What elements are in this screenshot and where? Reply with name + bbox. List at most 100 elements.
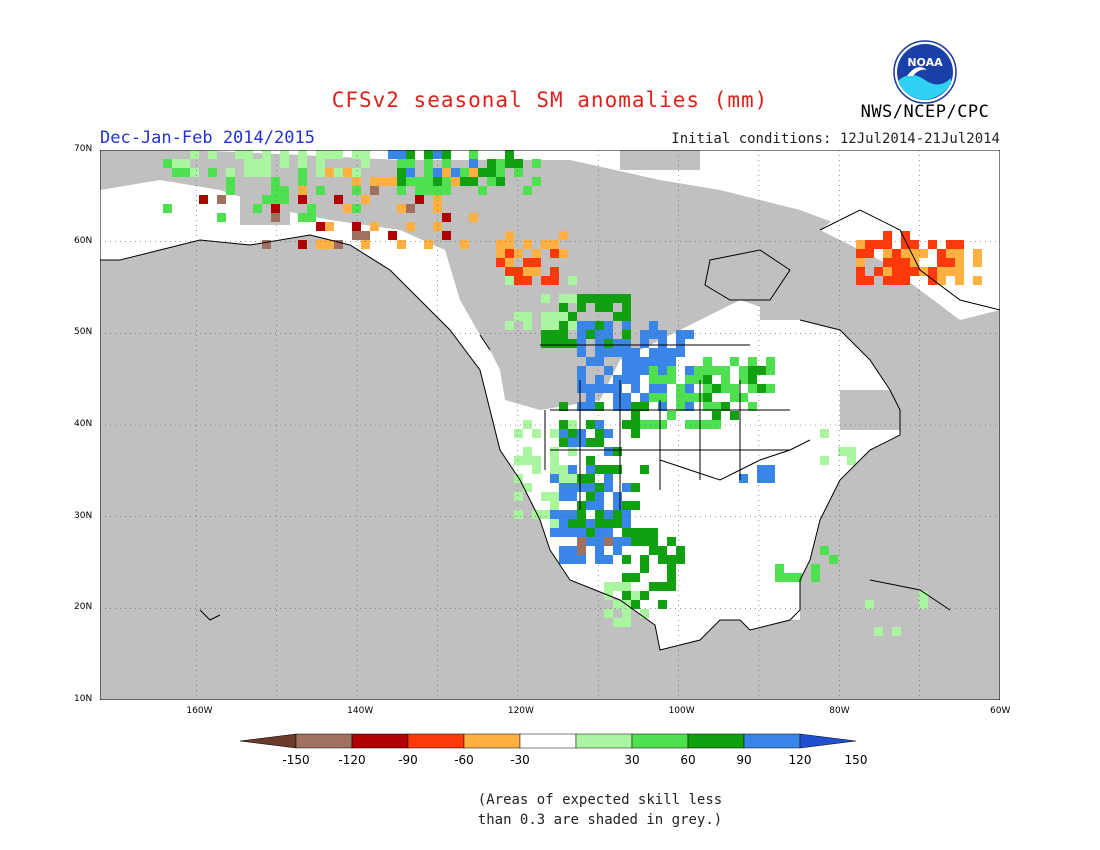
anomaly-cell: [730, 357, 739, 366]
anomaly-cell: [397, 168, 406, 177]
anomaly-cell: [595, 294, 604, 303]
anomaly-cell: [568, 321, 577, 330]
anomaly-cell: [568, 546, 577, 555]
anomaly-cell: [631, 591, 640, 600]
anomaly-cell: [640, 537, 649, 546]
anomaly-cell: [622, 348, 631, 357]
anomaly-cell: [658, 546, 667, 555]
anomaly-cell: [595, 501, 604, 510]
anomaly-cell: [586, 402, 595, 411]
anomaly-cell: [793, 573, 802, 582]
anomaly-cell: [262, 240, 271, 249]
anomaly-cell: [811, 573, 820, 582]
anomaly-cell: [442, 150, 451, 159]
anomaly-cell: [892, 249, 901, 258]
anomaly-cell: [622, 321, 631, 330]
anomaly-cell: [667, 366, 676, 375]
anomaly-cell: [559, 492, 568, 501]
anomaly-cell: [244, 150, 253, 159]
anomaly-cell: [739, 393, 748, 402]
colorbar-swatch: [631, 733, 689, 749]
anomaly-cell: [604, 582, 613, 591]
anomaly-cell: [595, 402, 604, 411]
anomaly-cell: [433, 204, 442, 213]
lat-label: 60N: [74, 235, 93, 246]
anomaly-cell: [847, 456, 856, 465]
anomaly-cell: [577, 375, 586, 384]
colorbar-tick-label: -150: [282, 753, 309, 767]
anomaly-cell: [469, 168, 478, 177]
anomaly-cell: [631, 429, 640, 438]
anomaly-cell: [415, 186, 424, 195]
anomaly-cell: [658, 384, 667, 393]
anomaly-cell: [442, 231, 451, 240]
anomaly-cell: [262, 159, 271, 168]
lon-label: 140W: [347, 706, 374, 716]
anomaly-cell: [667, 573, 676, 582]
anomaly-cell: [766, 465, 775, 474]
anomaly-cell: [514, 249, 523, 258]
anomaly-cell: [559, 546, 568, 555]
anomaly-cell: [577, 510, 586, 519]
anomaly-cell: [262, 168, 271, 177]
anomaly-cell: [856, 240, 865, 249]
anomaly-cell: [640, 339, 649, 348]
anomaly-cell: [487, 168, 496, 177]
anomaly-cell: [766, 357, 775, 366]
anomaly-cell: [532, 159, 541, 168]
anomaly-cell: [613, 546, 622, 555]
anomaly-cell: [577, 321, 586, 330]
anomaly-cell: [739, 375, 748, 384]
anomaly-cell: [577, 519, 586, 528]
anomaly-cell: [667, 375, 676, 384]
anomaly-cell: [613, 402, 622, 411]
colorbar-swatch: [743, 733, 801, 749]
anomaly-cell: [604, 321, 613, 330]
anomaly-cell: [613, 537, 622, 546]
anomaly-cell: [703, 420, 712, 429]
anomaly-cell: [397, 159, 406, 168]
anomaly-cell: [244, 168, 253, 177]
anomaly-cell: [424, 177, 433, 186]
anomaly-cell: [541, 330, 550, 339]
lon-label: 60W: [990, 706, 1011, 716]
anomaly-cell: [577, 483, 586, 492]
anomaly-cell: [298, 240, 307, 249]
anomaly-cell: [298, 186, 307, 195]
anomaly-cell: [676, 555, 685, 564]
anomaly-cell: [658, 555, 667, 564]
anomaly-cell: [631, 501, 640, 510]
anomaly-cell: [496, 258, 505, 267]
anomaly-cell: [568, 420, 577, 429]
logo-text: NOAA: [907, 56, 943, 69]
anomaly-cell: [865, 276, 874, 285]
anomaly-cell: [676, 348, 685, 357]
anomaly-cell: [946, 267, 955, 276]
anomaly-cell: [415, 195, 424, 204]
anomaly-cell: [892, 627, 901, 636]
anomaly-cell: [946, 249, 955, 258]
anomaly-cell: [586, 357, 595, 366]
anomaly-cell: [559, 321, 568, 330]
anomaly-cell: [712, 411, 721, 420]
anomaly-cell: [622, 393, 631, 402]
anomaly-cell: [559, 303, 568, 312]
lat-label: 70N: [74, 144, 93, 154]
anomaly-cell: [829, 555, 838, 564]
anomaly-cell: [568, 339, 577, 348]
anomaly-cell: [613, 465, 622, 474]
anomaly-cell: [514, 276, 523, 285]
anomaly-cell: [298, 195, 307, 204]
anomaly-cell: [559, 249, 568, 258]
lon-label: 160W: [186, 706, 213, 716]
anomaly-cell: [280, 150, 289, 159]
anomaly-cell: [442, 177, 451, 186]
anomaly-cell: [694, 375, 703, 384]
anomaly-cell: [631, 366, 640, 375]
anomaly-cell: [505, 276, 514, 285]
anomaly-cell: [595, 483, 604, 492]
anomaly-cell: [586, 519, 595, 528]
colorbar-arrow-right: [799, 733, 857, 749]
anomaly-cell: [586, 456, 595, 465]
anomaly-cell: [172, 159, 181, 168]
